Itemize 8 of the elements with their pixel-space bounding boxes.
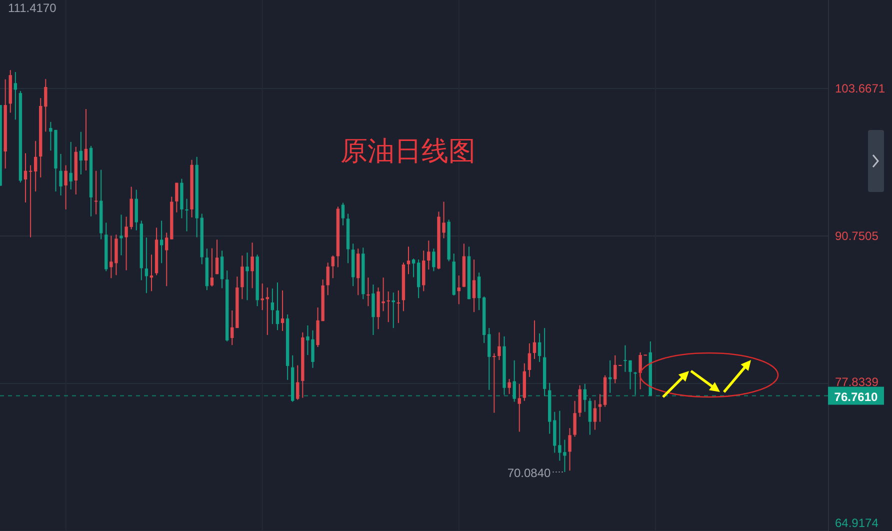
y-tick-label: 90.7505 bbox=[835, 229, 879, 243]
y-tick-label: 77.8339 bbox=[835, 374, 879, 389]
annotation: 70.0840 bbox=[507, 466, 552, 480]
text: 原油日线图 bbox=[340, 136, 476, 166]
annotation: 111.4170 bbox=[8, 1, 57, 15]
y-tick-label: 103.6671 bbox=[835, 82, 886, 96]
ref-line-label: 76.7610 bbox=[834, 390, 878, 404]
y-tick-label: 64.9174 bbox=[835, 516, 879, 530]
